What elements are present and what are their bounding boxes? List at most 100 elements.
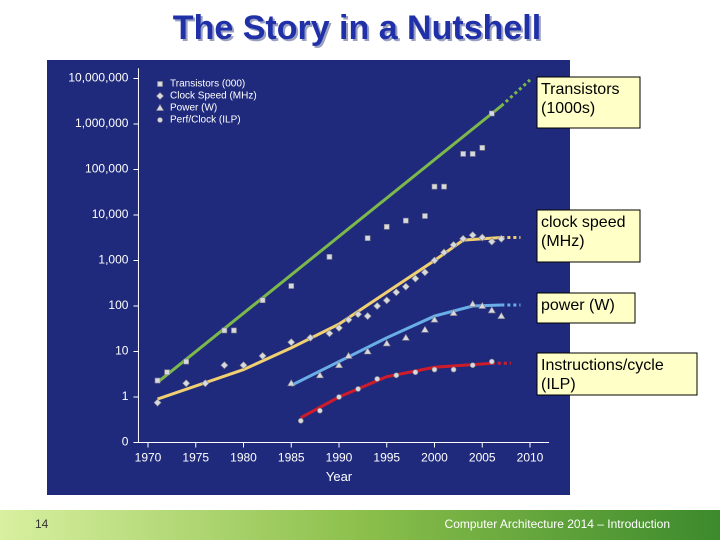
marker-diamond [182,379,191,388]
marker-triangle [468,300,477,307]
trend-line [156,104,503,384]
marker-diamond [153,398,162,407]
marker-square [469,151,476,157]
title: The Story in a Nutshell [173,9,541,47]
marker-diamond [497,234,506,243]
marker-diamond [201,379,210,388]
footer-text: Computer Architecture 2014 – Introductio… [445,517,670,531]
marker-square [259,297,266,304]
plot: 0 1 10 100 1,000 10,000 100,000 1,000,000 10,000… [68,68,550,484]
marker-square [460,151,466,157]
x-tick-label: 1980 [230,451,257,465]
annotation-text: Transistors [541,81,620,98]
marker-diamond [306,333,315,342]
marker-triangle [382,339,391,347]
marker-diamond [468,231,477,240]
annotation-box [536,292,636,324]
marker-diamond [487,237,496,246]
page-number: 14 [35,517,49,531]
marker-square [431,183,438,190]
y-tick-label: 100 [108,298,128,312]
marker-circle [450,366,457,373]
trend-line [157,236,502,401]
marker-square [288,283,295,289]
x-tick-label: 1985 [278,451,305,465]
annotation-text: (1000s) [541,100,595,117]
marker-square [441,183,447,190]
y-tick-label: 10 [115,344,129,358]
marker-square [326,254,333,260]
y-tick-label: 100,000 [85,162,129,176]
marker-diamond [344,315,353,324]
x-tick-label: 1990 [326,451,353,465]
marker-diamond [156,92,164,100]
annotation-text: power (W) [541,297,615,314]
marker-circle [469,362,476,368]
marker-diamond [421,268,429,277]
y-tick-label: 1 [122,389,129,403]
x-tick-label: 2000 [421,451,448,465]
marker-square [154,377,161,384]
x-tick-label: 1975 [182,451,209,465]
x-axis-label: Year [326,469,353,484]
marker-square [403,217,409,224]
marker-diamond [373,302,382,310]
marker-diamond [258,351,267,360]
y-tick-label: 10,000,000 [68,71,128,85]
marker-triangle [155,103,165,111]
marker-diamond [449,240,458,249]
x-tick-label: 2010 [517,451,544,465]
marker-triangle [334,361,344,368]
marker-diamond [392,288,401,297]
marker-square [221,327,228,334]
marker-triangle [487,306,496,314]
marker-circle [355,386,361,392]
marker-triangle [344,351,353,359]
chart-panel [47,60,570,495]
y-tick-label: 0 [122,435,129,449]
annotation-text: Instructions/cycle [541,357,664,374]
y-tick-label: 1,000 [98,253,128,267]
y-tick-label: 10,000 [92,207,129,221]
marker-square [422,213,428,219]
trend-line [290,303,502,387]
footer-bar [0,510,720,540]
marker-circle [393,372,400,379]
marker-circle [157,117,163,123]
marker-square [231,327,237,334]
trend-extension [500,78,532,107]
legend-label: Perf/Clock (ILP) [170,115,241,126]
marker-square [479,144,486,151]
title-shadow: The Story in a Nutshell [175,11,543,49]
trend-line [300,361,492,420]
marker-circle [317,407,323,414]
marker-diamond [325,329,334,338]
annotation-text: (MHz) [541,233,585,250]
marker-diamond [430,256,439,265]
marker-circle [431,366,438,373]
marker-diamond [401,282,410,291]
marker-triangle [478,301,487,309]
marker-triangle [401,333,410,341]
marker-square [164,369,170,376]
marker-diamond [363,312,372,321]
x-tick-label: 1970 [135,451,162,465]
marker-square [157,81,163,87]
marker-diamond [287,338,296,347]
marker-square [183,358,189,365]
annotation-box [536,352,698,396]
marker-triangle [497,311,506,319]
marker-triangle [315,371,324,379]
marker-square [364,235,371,241]
marker-diamond [459,234,468,243]
marker-circle [488,358,495,365]
y-tick-label: 1,000,000 [75,116,129,130]
marker-circle [336,394,342,400]
annotation-box [536,209,641,263]
marker-diamond [478,233,487,242]
marker-triangle [420,325,429,333]
marker-diamond [335,323,343,332]
marker-diamond [239,361,248,370]
marker-square [383,224,390,230]
marker-diamond [440,248,448,257]
